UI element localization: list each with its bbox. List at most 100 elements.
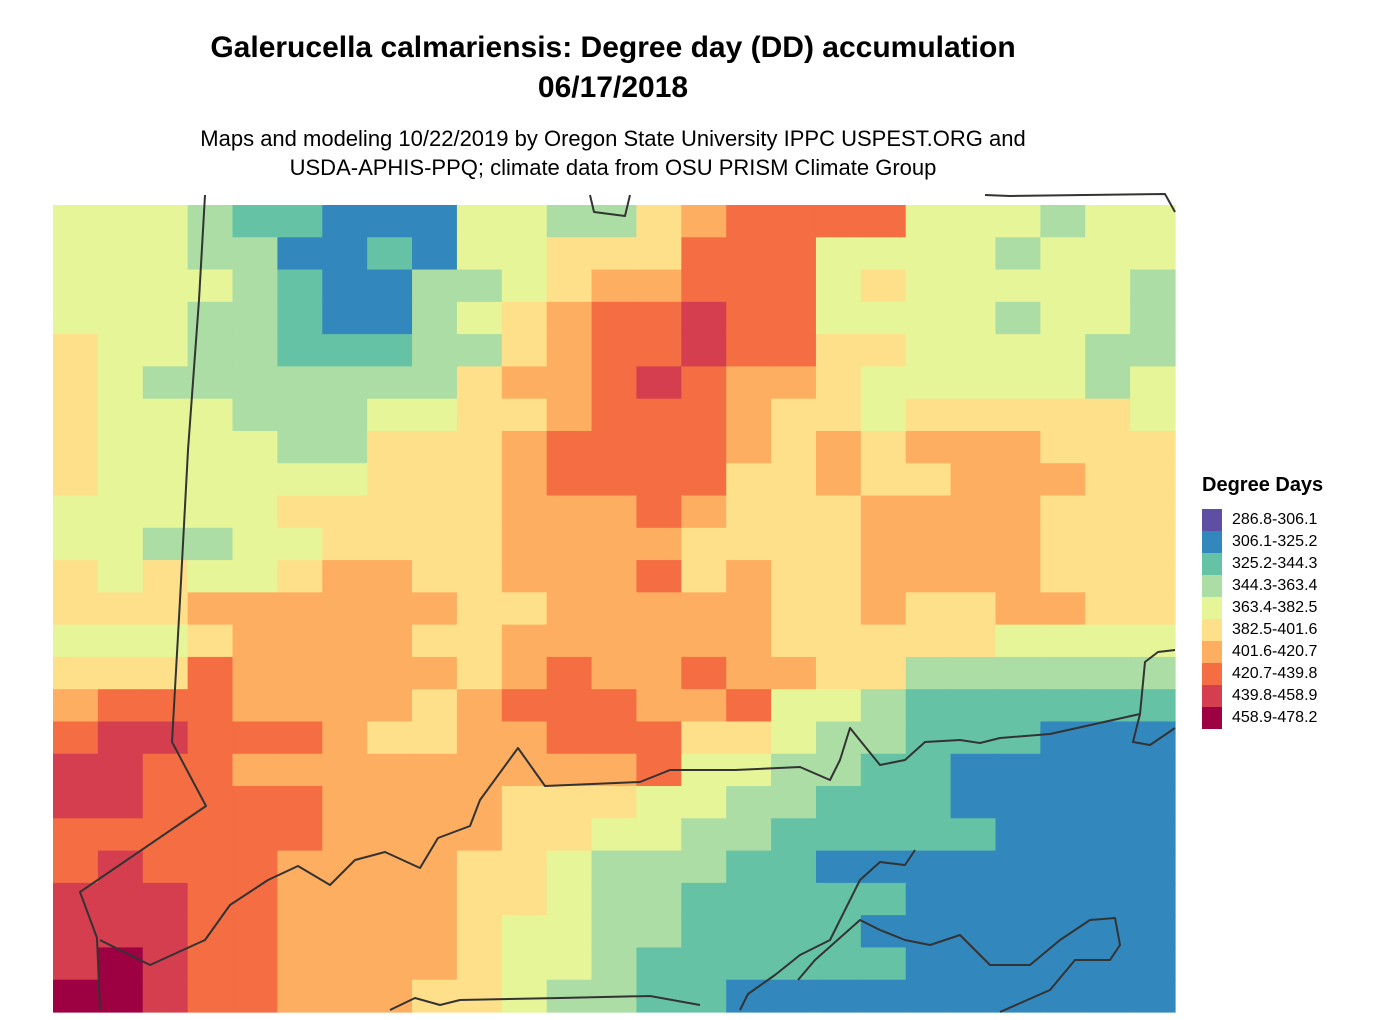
- grid-cell: [815, 882, 862, 916]
- grid-cell: [1085, 237, 1131, 271]
- grid-cell: [950, 463, 997, 497]
- grid-cell: [860, 753, 907, 787]
- boundary-west: [79, 194, 207, 1011]
- grid-cell: [546, 366, 593, 400]
- grid-cell: [1130, 592, 1176, 626]
- grid-cell: [681, 915, 727, 949]
- grid-cell: [681, 463, 727, 497]
- grid-cell: [97, 753, 144, 787]
- grid-cell: [1040, 301, 1086, 335]
- legend-item: 401.6-420.7: [1202, 641, 1323, 663]
- grid-cell: [591, 430, 638, 464]
- legend-item: 363.4-382.5: [1202, 597, 1323, 619]
- grid-cell: [681, 947, 727, 981]
- grid-cell: [950, 915, 997, 949]
- grid-cell: [367, 301, 413, 335]
- grid-cell: [815, 850, 862, 884]
- grid-cell: [53, 689, 99, 723]
- grid-cell: [905, 205, 952, 238]
- grid-cell: [771, 979, 817, 1013]
- grid-cell: [815, 495, 862, 529]
- grid-cell: [412, 430, 458, 464]
- legend-label: 306.1-325.2: [1232, 533, 1318, 550]
- grid-cell: [636, 334, 682, 367]
- grid-cell: [1130, 786, 1176, 819]
- grid-cell: [53, 430, 99, 464]
- legend-item: 325.2-344.3: [1202, 553, 1323, 575]
- grid-cell: [950, 398, 997, 432]
- grid-cell: [277, 979, 323, 1013]
- grid-cell: [591, 334, 638, 367]
- grid-cell: [636, 624, 682, 658]
- grid-cell: [322, 301, 368, 335]
- grid-cell: [771, 560, 817, 593]
- grid-cell: [815, 301, 862, 335]
- grid-cell: [771, 463, 817, 497]
- grid-cell: [232, 237, 278, 271]
- grid-cell: [815, 237, 862, 271]
- grid-cell: [367, 269, 413, 303]
- grid-cell: [546, 269, 593, 303]
- grid-cell: [456, 915, 503, 949]
- grid-cell: [995, 915, 1041, 949]
- grid-cell: [860, 301, 907, 335]
- grid-cell: [412, 366, 458, 400]
- grid-cell: [1085, 818, 1131, 852]
- grid-cell: [277, 237, 323, 271]
- grid-cell: [1085, 430, 1131, 464]
- grid-cell: [456, 624, 503, 658]
- grid-cell: [97, 366, 144, 400]
- grid-cell: [681, 237, 727, 271]
- grid-cell: [501, 818, 548, 852]
- grid-cell: [142, 979, 189, 1013]
- state-boundaries: [79, 193, 1176, 1013]
- grid-cell: [277, 656, 323, 690]
- grid-cell: [1130, 753, 1176, 787]
- grid-cell: [1130, 237, 1176, 271]
- grid-cell: [636, 882, 682, 916]
- grid-cell: [950, 237, 997, 271]
- grid-cell: [142, 237, 189, 271]
- grid-cell: [367, 527, 413, 561]
- grid-cell: [950, 592, 997, 626]
- grid-cell: [501, 495, 548, 529]
- grid-cell: [995, 850, 1041, 884]
- grid-cell: [860, 398, 907, 432]
- grid-cell: [815, 430, 862, 464]
- grid-cell: [1085, 882, 1131, 916]
- grid-cell: [367, 560, 413, 593]
- grid-cell: [860, 656, 907, 690]
- grid-cell: [1085, 527, 1131, 561]
- grid-cell: [860, 689, 907, 723]
- grid-cell: [726, 430, 772, 464]
- grid-cell: [905, 560, 952, 593]
- grid-cell: [860, 495, 907, 529]
- grid-cell: [142, 527, 189, 561]
- grid-cell: [412, 624, 458, 658]
- legend-item: 344.3-363.4: [1202, 575, 1323, 597]
- grid-cell: [412, 818, 458, 852]
- grid-cell: [591, 850, 638, 884]
- grid-cell: [97, 237, 144, 271]
- grid-cell: [322, 366, 368, 400]
- grid-cell: [277, 463, 323, 497]
- grid-cell: [726, 721, 772, 755]
- degree-day-map: [53, 193, 1176, 1013]
- grid-cell: [456, 398, 503, 432]
- legend-item: 286.8-306.1: [1202, 509, 1323, 531]
- grid-cell: [53, 979, 99, 1013]
- grid-cell: [97, 624, 144, 658]
- grid-cell: [501, 656, 548, 690]
- grid-cell: [501, 269, 548, 303]
- grid-cell: [905, 786, 952, 819]
- grid-cell: [681, 334, 727, 367]
- legend-label: 286.8-306.1: [1232, 511, 1318, 528]
- grid-cell: [591, 915, 638, 949]
- grid-cell: [142, 786, 189, 819]
- grid-cell: [501, 592, 548, 626]
- grid-cell: [905, 882, 952, 916]
- grid-cell: [367, 656, 413, 690]
- grid-cell: [546, 882, 593, 916]
- grid-cell: [950, 495, 997, 529]
- grid-cell: [995, 818, 1041, 852]
